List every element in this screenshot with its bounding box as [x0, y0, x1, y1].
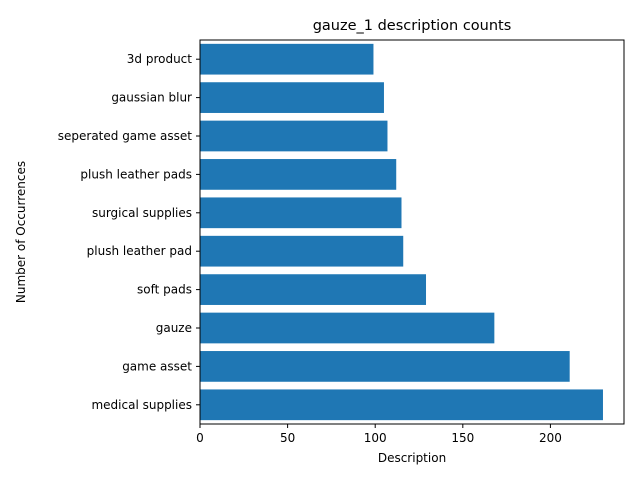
y-tick-label: gauze [156, 321, 192, 335]
y-ticks-group: medical supplies game asset gauze soft pads… [58, 52, 200, 412]
plot-frame [199, 39, 625, 425]
y-tick-label: plush leather pads [80, 167, 192, 181]
chart-title: gauze_1 description counts [313, 18, 512, 34]
bar-plush-leather-pad [200, 235, 404, 267]
x-tick-label: 50 [280, 431, 295, 445]
bar-plush-leather-pads [200, 159, 397, 190]
x-tick-label: 0 [196, 431, 204, 445]
bar-game-asset [200, 351, 570, 382]
bar-gauze [200, 312, 495, 344]
bars-group [200, 43, 603, 421]
bar-surgical-supplies [200, 197, 402, 229]
x-tick-label: 150 [451, 431, 474, 445]
x-tick-label: 200 [539, 431, 562, 445]
y-tick-label: gaussian blur [111, 91, 192, 105]
y-tick-label: seperated game asset [58, 129, 193, 143]
bar-gaussian-blur [200, 82, 384, 113]
y-tick-label: surgical supplies [92, 206, 192, 220]
y-tick-label: game asset [122, 359, 192, 373]
bar-3d-product [200, 43, 374, 75]
y-tick-label: medical supplies [91, 398, 192, 412]
y-tick-label: soft pads [137, 283, 192, 297]
bar-soft-pads [200, 274, 427, 305]
y-tick-label: plush leather pad [87, 244, 192, 258]
x-tick-label: 100 [364, 431, 387, 445]
bar-seperated-game-asset [200, 120, 388, 152]
bar-medical-supplies [200, 389, 603, 421]
y-axis-label: Number of Occurrences [14, 161, 28, 303]
x-axis-label: Description [378, 451, 446, 465]
y-tick-label: 3d product [127, 52, 193, 66]
x-ticks-group: 0 50 100 150 200 [196, 424, 562, 445]
